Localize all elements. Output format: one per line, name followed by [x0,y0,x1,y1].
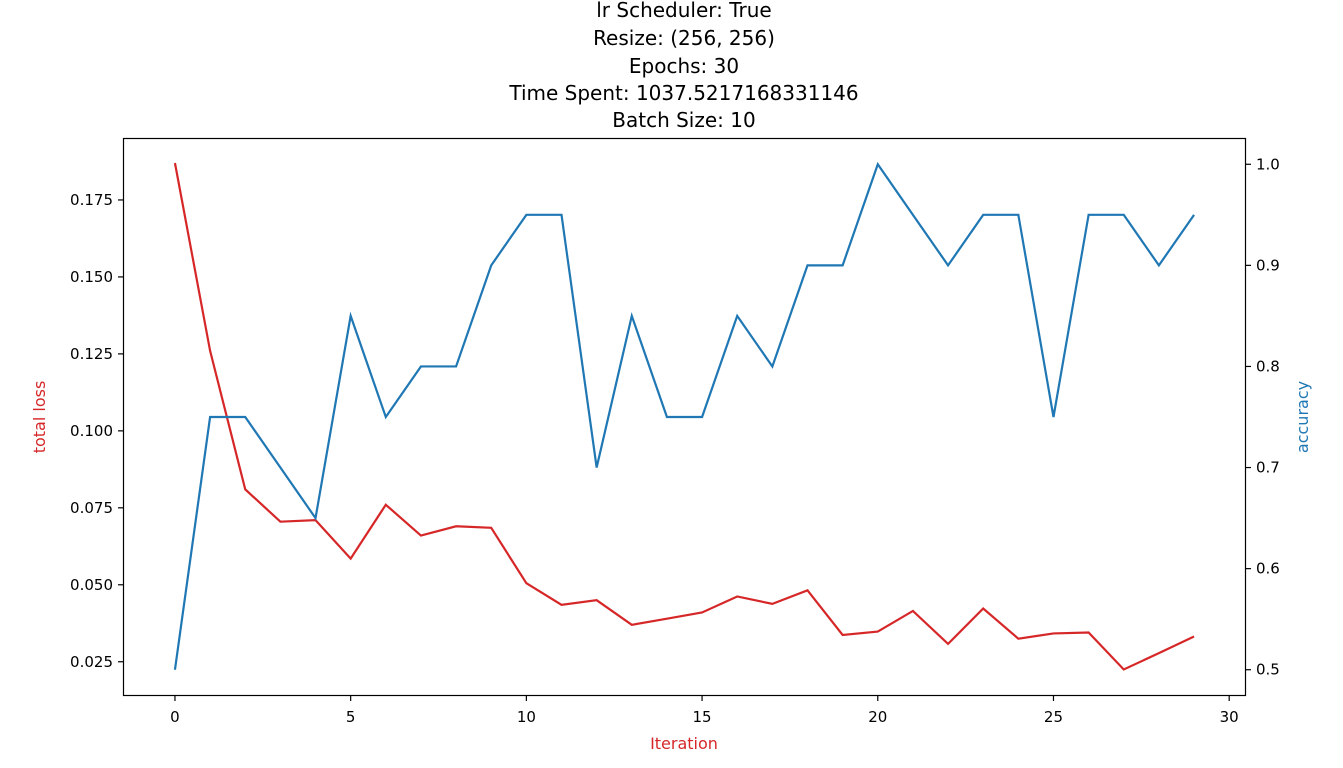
y-axis-right-label: accuracy [1293,381,1312,453]
loss-series-line [173,162,1195,671]
y-tick-label-0: 0.025 [70,653,113,671]
y-tick-label-6: 0.175 [70,191,113,209]
series-layer [173,161,1195,671]
x-axis: 0 5 10 15 20 25 30 [170,695,1239,726]
y2-tick-label-5: 1.0 [1256,155,1280,173]
x-tick-label-5: 5 [346,708,356,726]
x-tick-label-0: 0 [170,708,180,726]
y-tick-label-4: 0.125 [70,345,113,363]
y-axis-left: 0.025 0.050 0.075 0.100 0.125 0.150 0.175 [70,191,124,671]
x-axis-label: Iteration [650,734,718,753]
plot-frame [122,137,1247,697]
y2-tick-label-0: 0.5 [1256,661,1280,679]
y-tick-label-2: 0.075 [70,499,113,517]
title-line-resize: Resize: (256, 256) [593,26,775,50]
title-line-time-spent: Time Spent: 1037.5217168331146 [508,81,858,105]
y-tick-label-5: 0.150 [70,268,113,286]
y2-tick-label-4: 0.9 [1256,256,1280,274]
y-tick-label-3: 0.100 [70,422,113,440]
x-tick-label-30: 30 [1220,708,1239,726]
accuracy-series-line [173,161,1195,670]
y2-tick-label-2: 0.7 [1256,459,1280,477]
y2-tick-label-1: 0.6 [1256,560,1280,578]
y2-tick-label-3: 0.8 [1256,357,1280,375]
x-tick-label-15: 15 [693,708,712,726]
title-line-lr-scheduler: lr Scheduler: True [596,0,772,22]
y-axis-right: 0.5 0.6 0.7 0.8 0.9 1.0 [1245,155,1280,679]
y-axis-left-label: total loss [30,381,49,454]
title-line-batch-size: Batch Size: 10 [612,108,755,132]
x-tick-label-10: 10 [517,708,536,726]
x-tick-label-20: 20 [868,708,887,726]
x-tick-label-25: 25 [1044,708,1063,726]
y-tick-label-1: 0.050 [70,576,113,594]
chart-title: lr Scheduler: True Resize: (256, 256) Ep… [508,0,858,132]
title-line-epochs: Epochs: 30 [629,54,739,78]
